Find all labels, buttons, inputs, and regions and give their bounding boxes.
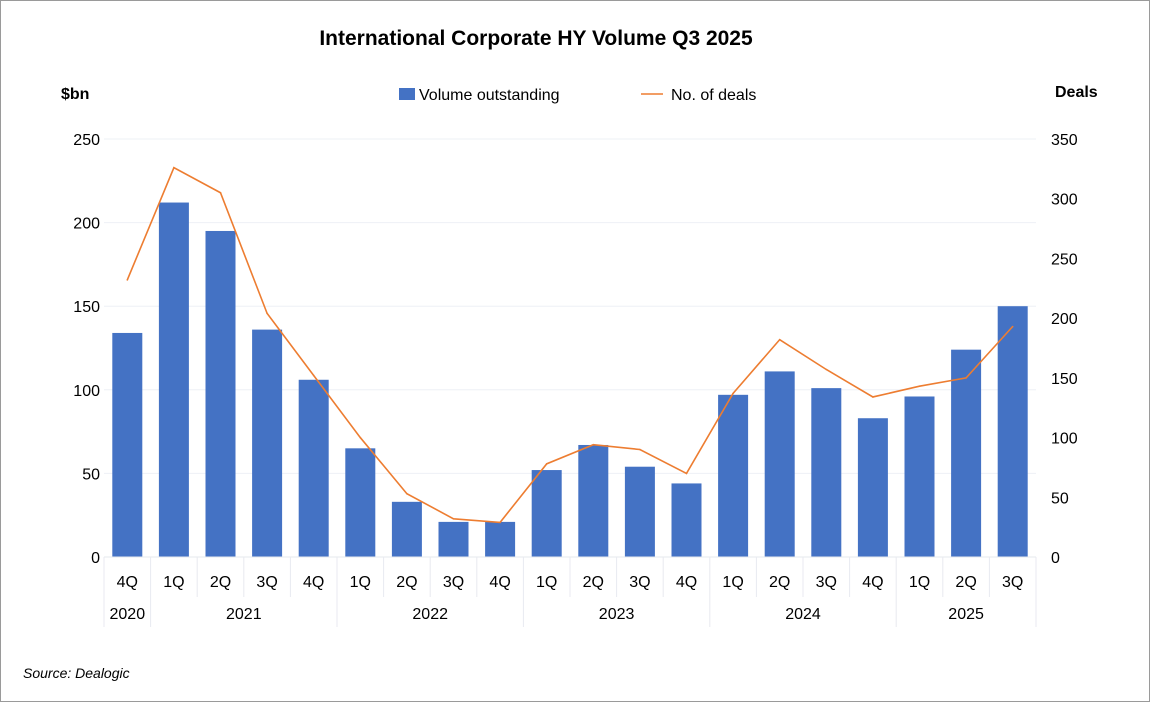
deals-point-8	[499, 521, 501, 524]
year-label: 2025	[948, 606, 984, 623]
bar-12	[671, 483, 702, 557]
year-label: 2023	[599, 606, 635, 623]
legend-line-label: No. of deals	[671, 87, 756, 104]
deals-point-11	[639, 448, 641, 451]
bar-15	[811, 388, 842, 557]
deals-point-18	[965, 377, 967, 379]
right-tick-label: 100	[1051, 431, 1078, 448]
bar-0	[112, 332, 143, 557]
deals-point-17	[918, 385, 921, 388]
category-label: 1Q	[722, 574, 743, 591]
bar-16	[857, 418, 888, 557]
right-tick-label: 50	[1051, 490, 1069, 507]
category-label: 3Q	[1002, 574, 1023, 591]
category-label: 2Q	[583, 574, 604, 591]
category-label: 1Q	[163, 574, 184, 591]
left-tick-label: 200	[73, 216, 100, 233]
left-tick-label: 100	[73, 383, 100, 400]
deals-point-7	[452, 517, 455, 520]
bar-7	[438, 521, 469, 557]
deals-line	[126, 166, 1014, 524]
category-label: 3Q	[629, 574, 650, 591]
left-tick-label: 150	[73, 299, 100, 316]
category-label: 3Q	[443, 574, 464, 591]
right-tick-label: 350	[1051, 132, 1078, 149]
bar-4	[298, 379, 329, 557]
category-label: 3Q	[256, 574, 277, 591]
legend-bar-label: Volume outstanding	[419, 87, 560, 104]
left-axis-label: $bn	[61, 86, 89, 103]
right-tick-label: 300	[1051, 192, 1078, 209]
year-label: 2021	[226, 606, 262, 623]
bar-5	[345, 448, 376, 557]
deals-point-6	[406, 492, 408, 495]
category-label: 1Q	[536, 574, 557, 591]
bar-2	[205, 230, 236, 557]
deals-point-19	[1011, 325, 1014, 328]
deals-point-15	[825, 368, 828, 371]
category-label: 4Q	[862, 574, 883, 591]
left-tick-label: 250	[73, 132, 100, 149]
category-label: 1Q	[350, 574, 371, 591]
deals-point-14	[778, 338, 781, 341]
category-label: 1Q	[909, 574, 930, 591]
bar-6	[391, 501, 422, 557]
right-axis-label: Deals	[1055, 84, 1098, 101]
deals-point-10	[592, 443, 595, 446]
chart-title: International Corporate HY Volume Q3 202…	[319, 27, 753, 50]
legend: Volume outstanding No. of deals	[399, 87, 756, 104]
right-tick-label: 200	[1051, 311, 1078, 328]
deals-point-4	[312, 374, 315, 377]
bar-1	[158, 202, 189, 557]
source-note: Source: Dealogic	[23, 665, 130, 681]
category-label: 4Q	[676, 574, 697, 591]
category-label: 2Q	[769, 574, 790, 591]
category-label: 2Q	[396, 574, 417, 591]
bar-8	[485, 521, 516, 557]
bar-9	[531, 470, 562, 557]
right-tick-label: 150	[1051, 371, 1078, 388]
bar-14	[764, 371, 795, 557]
bar-18	[951, 349, 982, 557]
year-label: 2022	[412, 606, 448, 623]
right-tick-label: 250	[1051, 251, 1078, 268]
deals-point-5	[359, 436, 362, 439]
category-label: 2Q	[955, 574, 976, 591]
deals-point-1	[173, 166, 175, 169]
deals-point-9	[545, 463, 548, 465]
right-tick-label: 0	[1051, 550, 1060, 567]
category-label: 4Q	[303, 574, 324, 591]
deals-point-0	[126, 279, 129, 281]
category-label: 4Q	[117, 574, 138, 591]
bar-19	[997, 306, 1028, 557]
bar-11	[624, 466, 655, 557]
year-label: 2020	[110, 606, 146, 623]
legend-bar-swatch	[399, 88, 415, 100]
deals-point-13	[732, 392, 734, 395]
bar-13	[718, 394, 749, 557]
category-label: 2Q	[210, 574, 231, 591]
deals-point-2	[219, 191, 222, 194]
bar-3	[252, 329, 283, 557]
bar-10	[578, 444, 609, 557]
category-label: 3Q	[816, 574, 837, 591]
deals-point-16	[872, 396, 874, 398]
deals-point-3	[266, 312, 268, 315]
left-tick-label: 0	[91, 550, 100, 567]
category-label: 4Q	[489, 574, 510, 591]
left-tick-label: 50	[82, 466, 100, 483]
bar-17	[904, 396, 935, 557]
deals-point-12	[685, 472, 688, 475]
year-label: 2024	[785, 606, 821, 623]
